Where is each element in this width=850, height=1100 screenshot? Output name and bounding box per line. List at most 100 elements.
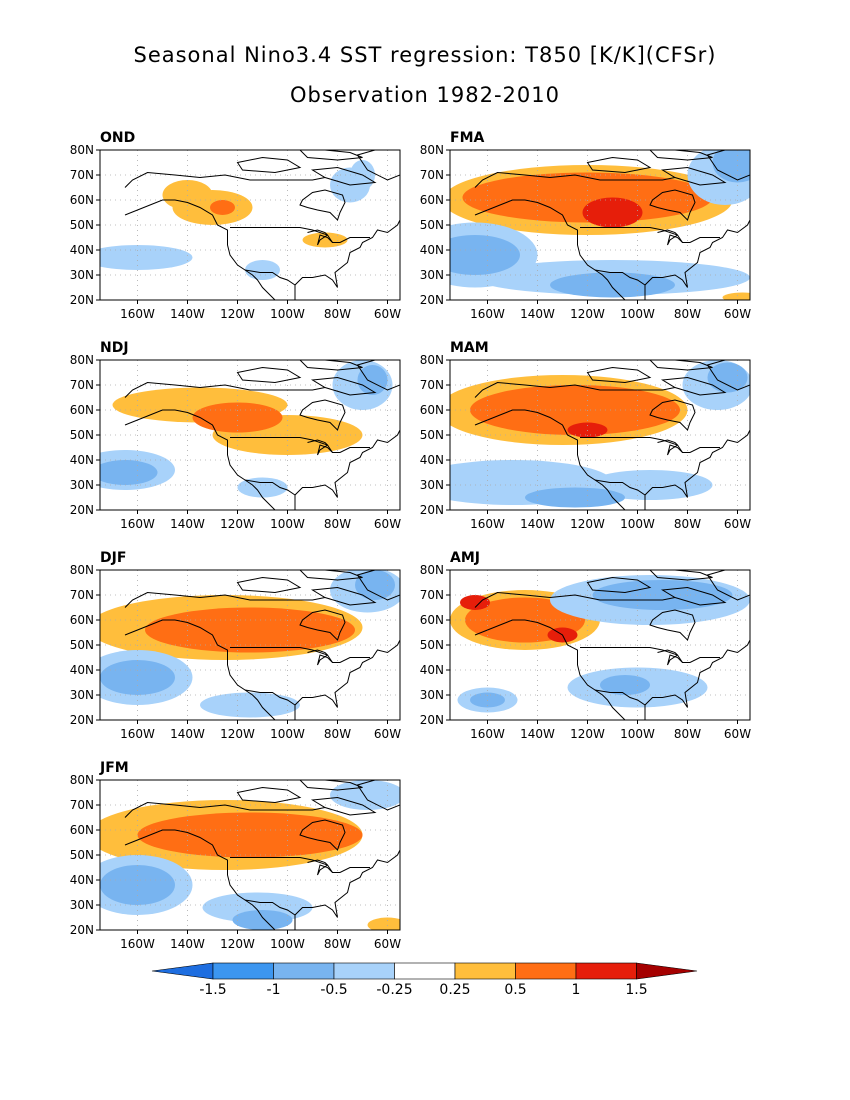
- arctic-coast: [474, 381, 676, 398]
- contour-region: [355, 570, 395, 600]
- lat-tick-label: 80N: [420, 563, 444, 577]
- panels: OND 20N 30N 40N 50N 60N 70N 80N 160W 140W 120W 100W…: [70, 130, 751, 951]
- contour-region: [550, 272, 675, 298]
- colorbar-segment: [575, 962, 637, 980]
- coastlines: [474, 150, 750, 300]
- lon-tick-label: 100W: [270, 937, 305, 951]
- lat-tick-label: 20N: [70, 503, 94, 517]
- hudson-bay: [649, 189, 696, 221]
- lon-tick-label: 160W: [120, 517, 155, 531]
- lat-tick-label: 70N: [70, 588, 94, 602]
- lat-tick-label: 50N: [70, 218, 94, 232]
- ellesmere-island: [299, 780, 363, 791]
- us-mexico-border: [594, 479, 646, 496]
- coastlines: [124, 360, 400, 510]
- arctic-coast: [124, 171, 326, 188]
- lat-tick-label: 30N: [420, 478, 444, 492]
- west-coast: [474, 409, 626, 510]
- contour-region: [592, 580, 733, 610]
- arctic-island: [586, 576, 652, 594]
- arctic-coast: [474, 171, 676, 188]
- arctic-island: [236, 156, 302, 174]
- west-coast: [124, 829, 276, 930]
- us-mexico-border: [244, 899, 296, 916]
- shading: [100, 780, 400, 930]
- arctic-coast: [124, 381, 326, 398]
- gridlines: [450, 150, 750, 300]
- arctic-coast: [124, 591, 326, 608]
- colorbar-label: 1: [572, 982, 581, 998]
- ellesmere-island: [649, 150, 713, 161]
- lat-tick-label: 20N: [420, 293, 444, 307]
- colorbar-label: -0.25: [376, 982, 412, 998]
- west-coast: [474, 619, 626, 720]
- lon-tick-label: 60W: [374, 307, 401, 321]
- shading: [450, 150, 750, 300]
- arctic-island: [236, 576, 302, 594]
- baffin-island: [310, 166, 377, 186]
- ellesmere-island: [649, 360, 713, 371]
- lat-tick-label: 80N: [420, 353, 444, 367]
- lat-tick-label: 20N: [420, 503, 444, 517]
- lon-tick-label: 80W: [674, 307, 701, 321]
- lat-tick-label: 20N: [70, 293, 94, 307]
- lat-tick-label: 20N: [420, 713, 444, 727]
- colorbar-label: -1.5: [199, 982, 226, 998]
- contour-region: [100, 245, 193, 270]
- hudson-bay: [649, 399, 696, 431]
- us-mexico-border: [244, 269, 296, 286]
- contour-region: [367, 917, 400, 930]
- lon-tick-label: 160W: [470, 307, 505, 321]
- lon-tick-label: 80W: [324, 727, 351, 741]
- gridlines: [100, 570, 400, 720]
- east-coast: [644, 639, 750, 720]
- lon-tick-label: 120W: [220, 517, 255, 531]
- us-mexico-border: [244, 479, 296, 496]
- lat-tick-label: 50N: [420, 638, 444, 652]
- lon-tick-label: 140W: [170, 307, 205, 321]
- great-lakes: [307, 439, 340, 456]
- coastlines: [124, 570, 400, 720]
- gridlines: [100, 780, 400, 930]
- great-lakes: [307, 859, 340, 876]
- great-lakes: [307, 649, 340, 666]
- west-coast: [474, 199, 626, 300]
- hudson-bay: [299, 189, 346, 221]
- lon-tick-label: 100W: [270, 517, 305, 531]
- baffin-island: [660, 166, 727, 186]
- panel-ond: OND 20N 30N 40N 50N 60N 70N 80N 160W 140W 120W 100W…: [70, 130, 401, 321]
- hudson-bay: [299, 609, 346, 641]
- lon-tick-label: 140W: [520, 727, 555, 741]
- greenland: [356, 150, 400, 181]
- shading: [100, 160, 375, 280]
- lat-tick-label: 40N: [70, 873, 94, 887]
- lon-tick-label: 140W: [520, 517, 555, 531]
- greenland: [356, 360, 400, 391]
- lat-tick-label: 30N: [70, 898, 94, 912]
- lat-tick-label: 50N: [420, 218, 444, 232]
- baffin-island: [310, 796, 377, 816]
- contour-region: [330, 780, 400, 810]
- lat-tick-label: 50N: [70, 428, 94, 442]
- shading: [100, 360, 393, 498]
- gridlines: [450, 570, 750, 720]
- lat-tick-label: 40N: [420, 453, 444, 467]
- lon-tick-label: 60W: [374, 727, 401, 741]
- panel-label: NDJ: [100, 340, 129, 356]
- panel-label: AMJ: [450, 550, 480, 566]
- colorbar: -1.5 -1 -0.5 -0.25 0.25 0.5 1 1.5: [151, 962, 698, 998]
- colorbar-arrow-right: [636, 962, 698, 980]
- lon-tick-label: 140W: [170, 727, 205, 741]
- great-lakes: [307, 229, 340, 246]
- lat-tick-label: 70N: [70, 378, 94, 392]
- west-coast: [124, 409, 276, 510]
- lat-tick-label: 80N: [70, 143, 94, 157]
- lat-tick-label: 60N: [420, 613, 444, 627]
- contour-region: [237, 477, 288, 498]
- contour-region: [200, 692, 300, 718]
- contour-region: [450, 235, 520, 275]
- coastlines: [474, 360, 750, 510]
- contour-region: [145, 607, 355, 653]
- ellesmere-island: [299, 150, 363, 161]
